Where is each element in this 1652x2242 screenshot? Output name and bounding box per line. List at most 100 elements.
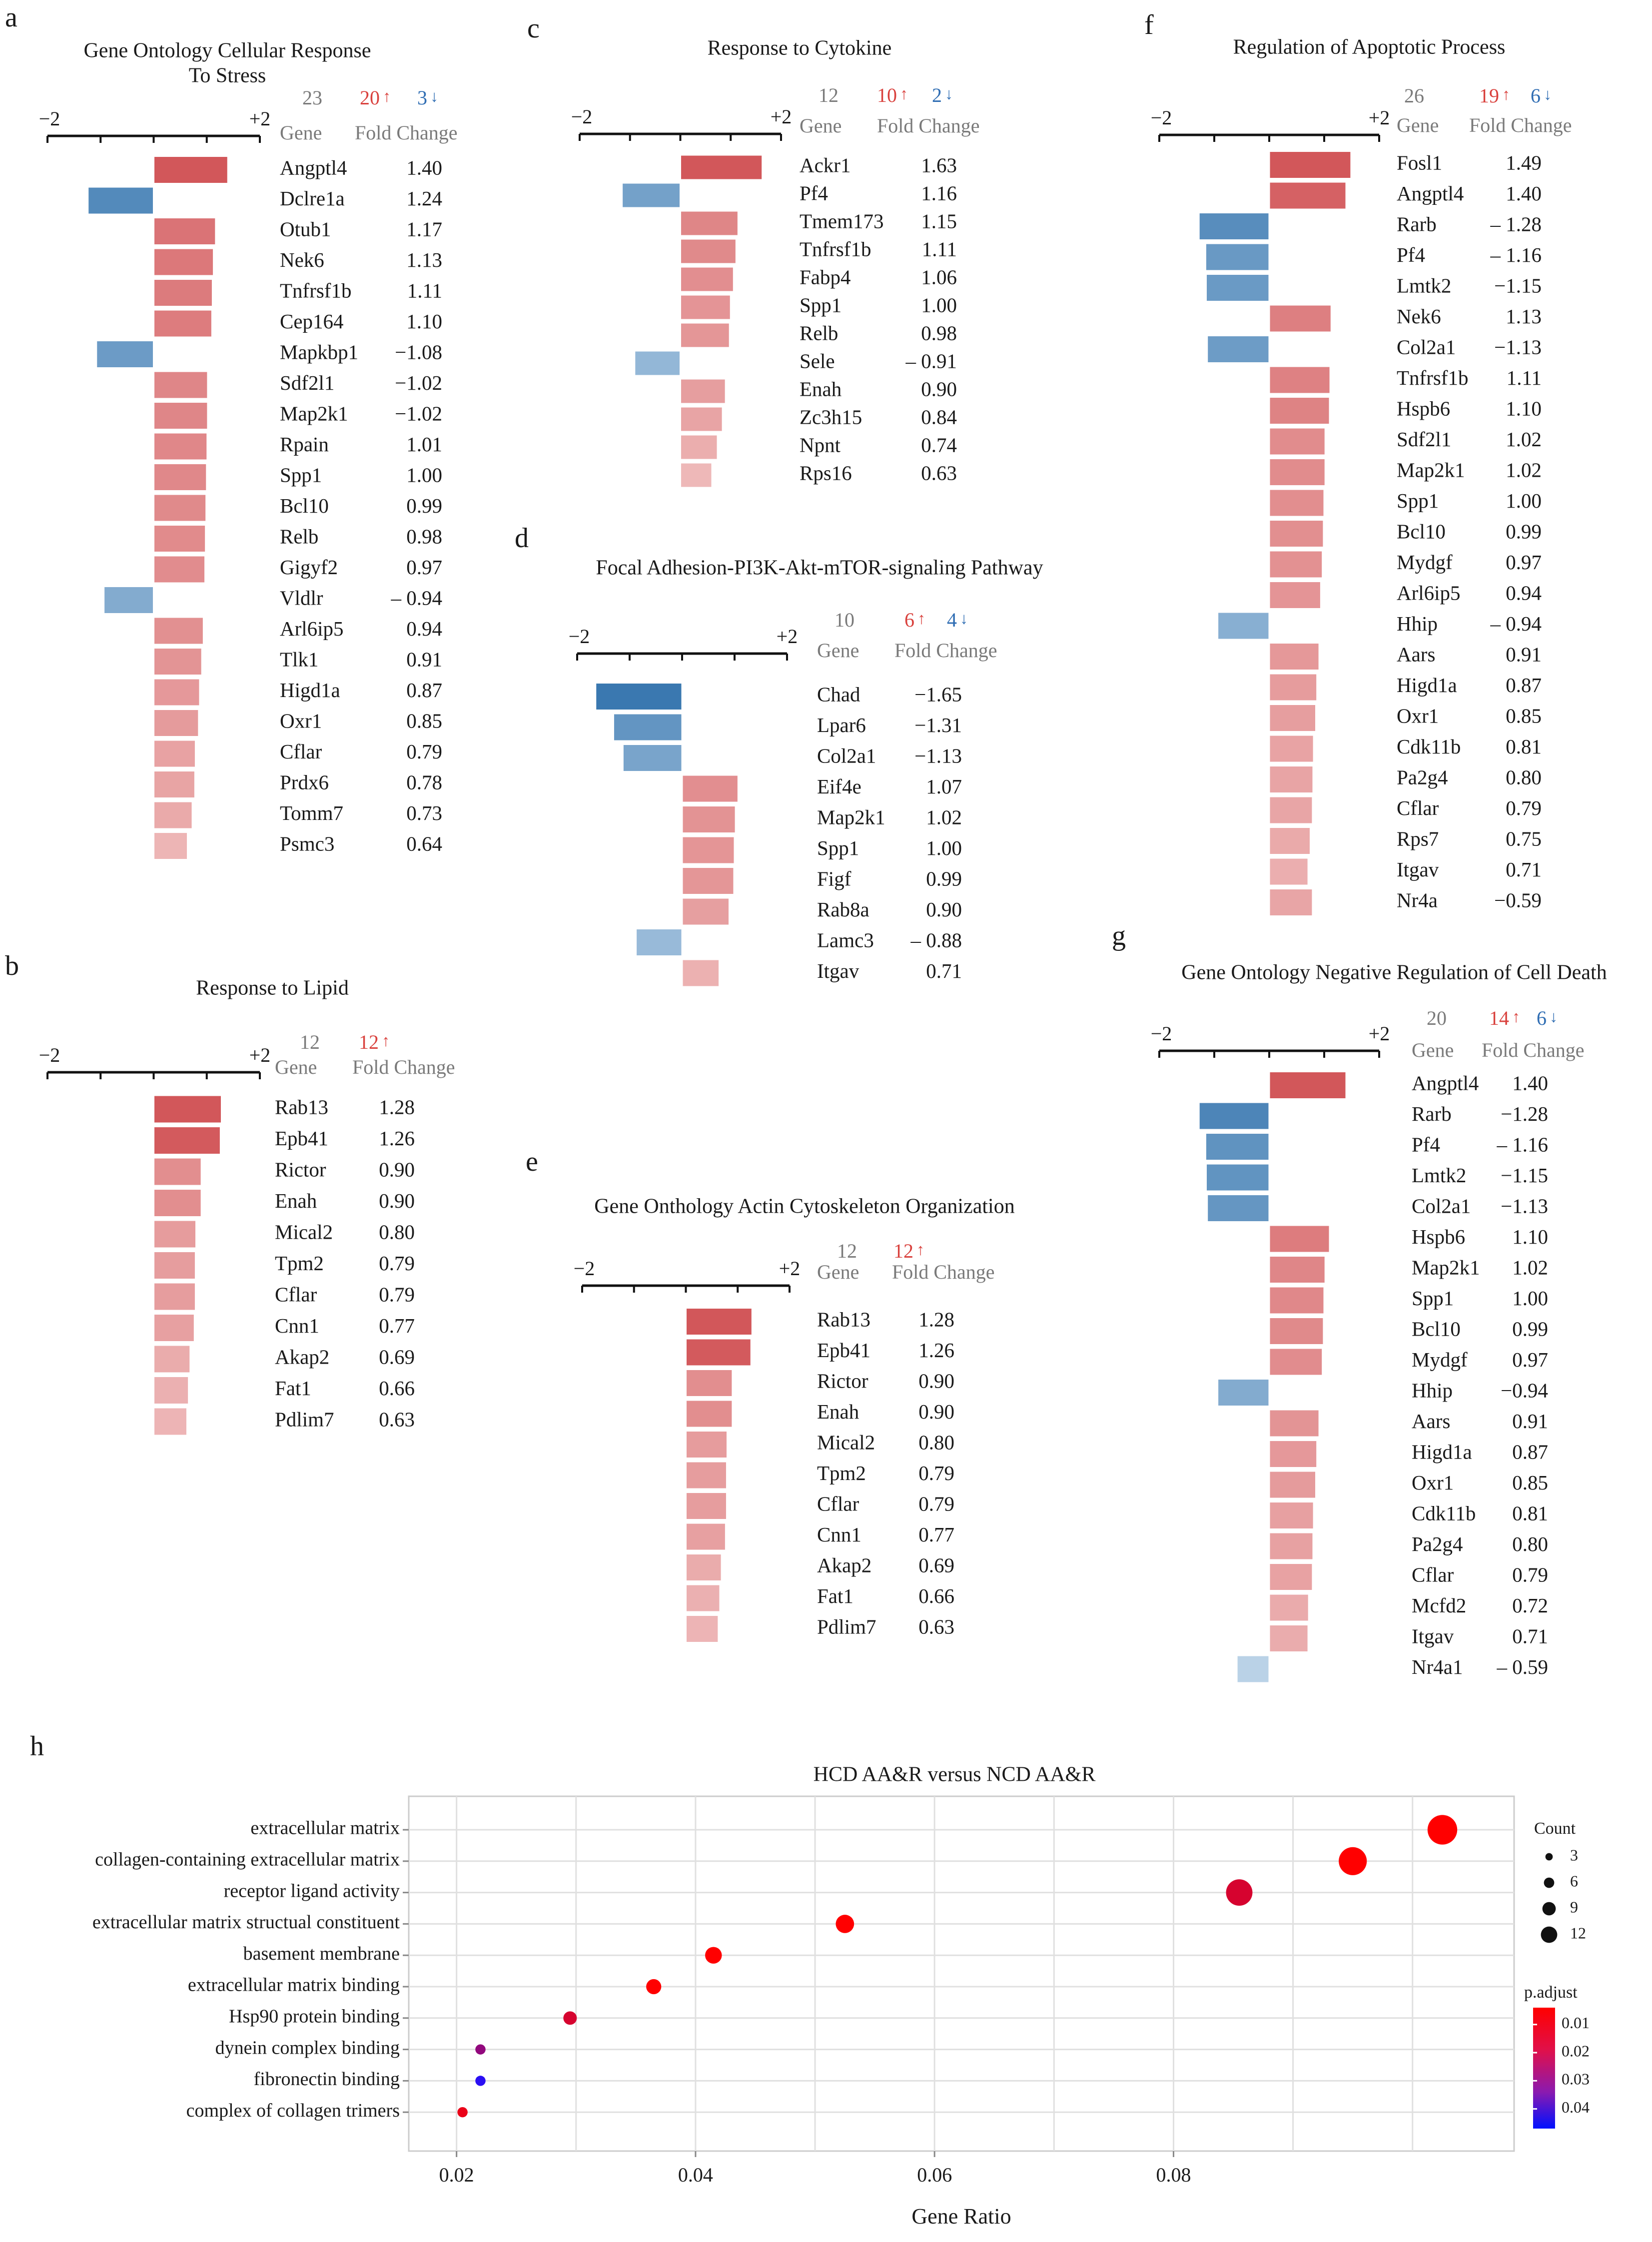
gene-label: Enah bbox=[275, 1189, 317, 1212]
fold-change-value: 0.63 bbox=[379, 1408, 415, 1431]
bar-e bbox=[685, 1614, 720, 1643]
fold-change-value: 0.81 bbox=[1512, 1501, 1548, 1524]
gene-label: Npnt bbox=[800, 433, 841, 456]
panel-title-c: Response to Cytokine bbox=[708, 37, 892, 60]
up-count-b: 12 bbox=[359, 1031, 379, 1053]
fold-change-value: −0.94 bbox=[1501, 1379, 1548, 1402]
axis-min-label-g: −2 bbox=[1151, 1022, 1172, 1045]
fold-change-value: – 0.91 bbox=[905, 349, 957, 372]
fold-change-value: −1.02 bbox=[395, 402, 442, 425]
fold-change-value: 0.69 bbox=[918, 1553, 954, 1576]
fold-change-value: 0.63 bbox=[921, 461, 957, 484]
fold-change-value: 0.77 bbox=[379, 1314, 415, 1337]
legend-p-label: 0.04 bbox=[1562, 2098, 1590, 2116]
gene-label: Rps7 bbox=[1397, 827, 1439, 850]
gene-label: Tnfrsf1b bbox=[1397, 366, 1468, 389]
bar-f bbox=[1268, 795, 1314, 825]
bar-d bbox=[681, 835, 736, 865]
down-count-d: 4 bbox=[947, 609, 957, 631]
gene-label: Higd1a bbox=[1397, 674, 1457, 697]
fold-change-value: 0.80 bbox=[918, 1431, 954, 1454]
bar-a bbox=[153, 463, 208, 492]
axis-min-label-d: −2 bbox=[569, 625, 590, 648]
fold-change-value: 0.87 bbox=[1512, 1440, 1548, 1463]
category-label: Hsp90 protein binding bbox=[229, 2006, 400, 2027]
gene-label: Rictor bbox=[275, 1158, 326, 1181]
gene-label: Hspb6 bbox=[1397, 397, 1450, 420]
up-arrow-icon: ↑ bbox=[1502, 85, 1510, 103]
fold-change-value: −1.13 bbox=[1501, 1194, 1548, 1217]
bar-e bbox=[685, 1307, 753, 1336]
fold-change-value: 0.79 bbox=[379, 1252, 415, 1275]
gene-label: Fat1 bbox=[817, 1584, 853, 1607]
bar-c bbox=[680, 154, 764, 181]
fold-change-value: −1.15 bbox=[1494, 274, 1542, 297]
legend-count-label: 3 bbox=[1570, 1846, 1578, 1864]
bar-b bbox=[153, 1313, 195, 1343]
fold-change-value: 0.87 bbox=[406, 679, 442, 702]
down-count-f: 6 bbox=[1531, 84, 1541, 107]
gene-label: Pdlim7 bbox=[817, 1615, 876, 1638]
bar-g bbox=[1236, 1654, 1270, 1684]
gene-label: Sele bbox=[800, 349, 835, 372]
fold-change-value: 0.71 bbox=[1512, 1624, 1548, 1647]
gene-label: Higd1a bbox=[1412, 1440, 1472, 1463]
gene-label: Tomm7 bbox=[280, 801, 343, 824]
gene-label: Map2k1 bbox=[1412, 1256, 1480, 1279]
bar-g bbox=[1268, 1224, 1331, 1254]
axis-max-label-d: +2 bbox=[777, 625, 798, 648]
gene-label: Enah bbox=[817, 1400, 859, 1423]
gene-label: Mcfd2 bbox=[1412, 1594, 1466, 1617]
up-arrow-icon: ↑ bbox=[383, 87, 391, 105]
down-count-a: 3 bbox=[417, 86, 427, 109]
bar-f bbox=[1268, 642, 1320, 671]
bar-g bbox=[1268, 1470, 1317, 1499]
fold-change-value: 1.49 bbox=[1506, 151, 1542, 174]
bar-e bbox=[685, 1430, 728, 1459]
fold-change-value: 1.10 bbox=[1506, 397, 1542, 420]
bar-g bbox=[1268, 1317, 1325, 1346]
fold-change-value: 1.02 bbox=[1506, 458, 1542, 481]
gene-label: Tmem173 bbox=[800, 209, 884, 232]
gene-label: Itgav bbox=[1412, 1624, 1454, 1647]
down-arrow-icon: ↓ bbox=[945, 84, 953, 102]
gene-label: Sdf2l1 bbox=[280, 371, 334, 394]
gene-label: Oxr1 bbox=[1397, 704, 1439, 727]
bar-a bbox=[153, 309, 213, 338]
fold-change-value: – 1.16 bbox=[1490, 243, 1542, 266]
bar-e bbox=[685, 1522, 727, 1551]
fold-change-value: 0.91 bbox=[1506, 643, 1542, 666]
bar-c bbox=[680, 238, 737, 265]
fold-change-value: 1.11 bbox=[1507, 366, 1542, 389]
bar-a bbox=[153, 432, 208, 461]
gene-label: Tpm2 bbox=[817, 1462, 866, 1485]
bar-e bbox=[685, 1338, 752, 1367]
gene-label: Rps16 bbox=[800, 461, 852, 484]
bar-g bbox=[1268, 1255, 1326, 1284]
gene-label: Lamc3 bbox=[817, 928, 874, 951]
down-arrow-icon: ↓ bbox=[1550, 1007, 1558, 1025]
column-header-fold-change-e: Fold Change bbox=[892, 1261, 995, 1283]
gene-label: Rarb bbox=[1412, 1102, 1452, 1125]
fold-change-value: 0.79 bbox=[918, 1462, 954, 1485]
panel-letter-h: h bbox=[30, 1731, 44, 1762]
gene-label: Col2a1 bbox=[1397, 335, 1456, 358]
fold-change-value: 1.16 bbox=[921, 181, 957, 204]
bar-a bbox=[153, 647, 203, 676]
fold-change-value: – 1.16 bbox=[1497, 1133, 1549, 1156]
gene-label: Cflar bbox=[1397, 796, 1439, 819]
panel-letter-a: a bbox=[5, 2, 17, 33]
gene-label: Cflar bbox=[1412, 1563, 1454, 1586]
fold-change-value: 0.81 bbox=[1506, 735, 1542, 758]
down-count-c: 2 bbox=[932, 84, 942, 106]
data-point bbox=[705, 1947, 722, 1964]
fold-change-value: 0.85 bbox=[1506, 704, 1542, 727]
gene-label: Angptl4 bbox=[280, 156, 347, 179]
bar-c bbox=[634, 350, 682, 377]
fold-change-value: – 0.88 bbox=[910, 928, 962, 951]
gene-label: Fosl1 bbox=[1397, 151, 1442, 174]
gene-label: Psmc3 bbox=[280, 832, 334, 855]
bar-d bbox=[681, 774, 739, 803]
gene-label: Pf4 bbox=[800, 181, 828, 204]
